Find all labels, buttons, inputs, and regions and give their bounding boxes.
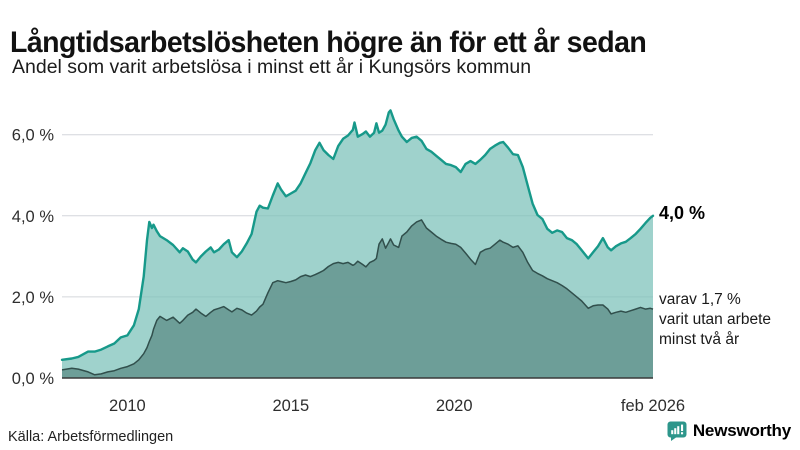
chart-subtitle: Andel som varit arbetslösa i minst ett å… <box>12 56 532 78</box>
annotation-line-3: minst två år <box>659 330 740 348</box>
y-tick-label: 6,0 % <box>12 127 55 145</box>
x-tick-label: feb 2026 <box>621 397 685 415</box>
annotation-line-2: varit utan arbete <box>659 310 772 328</box>
area-two-year-plus <box>62 219 653 378</box>
newsworthy-wordmark: Newsworthy <box>692 421 791 440</box>
y-tick-label: 4,0 % <box>12 208 55 226</box>
line-one-year-plus <box>60 109 655 361</box>
page-title: Långtidsarbetslösheten högre än för ett … <box>10 26 647 60</box>
line-two-year-plus <box>61 219 654 376</box>
x-tick-label: 2015 <box>272 397 309 415</box>
source-note: Källa: Arbetsförmedlingen <box>8 429 174 445</box>
newsworthy-logo: Newsworthy <box>667 421 791 441</box>
y-tick-label: 2,0 % <box>12 289 55 307</box>
x-tick-label: 2010 <box>109 397 146 415</box>
annotation-line-1: varav 1,7 % <box>659 291 741 308</box>
bar-chart-speech-bubble-icon <box>667 421 687 441</box>
end-value-label: 4,0 % <box>659 203 706 223</box>
two-year-annotation: varav 1,7 % varit utan arbete minst två … <box>659 290 771 350</box>
x-tick-label: 2020 <box>436 397 473 415</box>
y-tick-label: 0,0 % <box>12 370 55 388</box>
